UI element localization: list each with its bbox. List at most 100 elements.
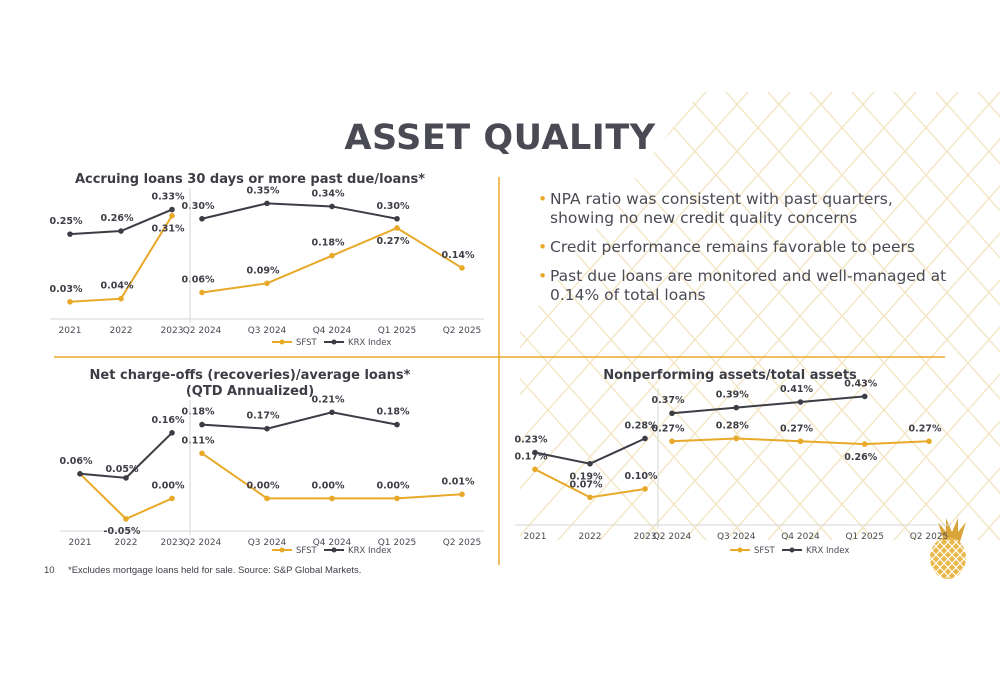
legend-label-krx: KRX Index (806, 546, 849, 556)
data-point (394, 495, 400, 502)
data-point (459, 491, 465, 498)
series-line-krx-index (534, 437, 646, 465)
data-label: 0.37% (652, 395, 685, 406)
data-label: 0.19% (570, 472, 603, 483)
data-point (199, 215, 205, 222)
data-point (532, 449, 538, 456)
x-tick-label: Q4 2024 (781, 532, 820, 542)
data-label: 0.00% (152, 480, 185, 491)
data-point (587, 494, 593, 501)
data-point (264, 495, 270, 502)
x-tick-label: Q2 2025 (443, 538, 482, 548)
x-tick-label: Q3 2024 (717, 532, 756, 542)
data-point (123, 516, 129, 522)
data-point (264, 200, 270, 207)
data-point (587, 460, 593, 467)
data-label: 0.06% (60, 456, 93, 467)
legend-label-krx: KRX Index (348, 338, 391, 348)
data-label: 0.07% (570, 479, 603, 490)
chart-subtitle-line: (QTD Annualized) (185, 384, 315, 399)
series-line-sfst (201, 452, 463, 500)
data-point (394, 421, 400, 428)
bullet-dot-icon: • (538, 238, 548, 256)
data-label: 0.09% (247, 265, 280, 276)
series-line-krx-index (201, 411, 398, 430)
data-label: -0.05% (104, 526, 141, 537)
data-point (169, 430, 175, 436)
bullet-text: NPA ratio was consistent with past quart… (550, 190, 893, 227)
data-label: 0.03% (50, 284, 83, 295)
data-label: 0.25% (50, 216, 83, 227)
data-point (264, 280, 270, 287)
footnote-text: *Excludes mortgage loans held for sale. … (68, 565, 362, 576)
lattice-line (851, 91, 1000, 259)
data-point (199, 289, 205, 296)
lattice-line (515, 91, 917, 541)
x-tick-label: 2022 (115, 538, 138, 548)
lattice-line (557, 91, 959, 541)
x-tick-label: Q2 2025 (443, 326, 482, 336)
data-label: 0.27% (652, 423, 685, 434)
lattice-line (809, 326, 1000, 541)
footnote: 10 *Excludes mortgage loans held for sale… (44, 565, 361, 576)
x-tick-label: Q1 2025 (845, 532, 884, 542)
bullet-dot-icon: • (538, 190, 548, 208)
data-label: 0.34% (312, 188, 345, 199)
x-tick-label: 2021 (524, 532, 547, 542)
lattice-line (851, 373, 1000, 541)
data-label: 0.43% (844, 378, 877, 389)
data-label: 0.18% (182, 407, 215, 418)
chart-0: 2021 2022 2023 0.03% 0.04% 0.31% 0.25% 0.26% 0.3… (50, 185, 484, 348)
data-label: 0.04% (101, 281, 134, 292)
chart-title-npa: Nonperforming assets/total assets (603, 368, 857, 383)
data-point (642, 435, 648, 442)
legend-label-sfst: SFST (296, 338, 318, 348)
data-label: 0.05% (106, 464, 139, 475)
data-label: 0.17% (515, 451, 548, 462)
pineapple-line (953, 539, 991, 579)
data-label: 0.26% (101, 213, 134, 224)
lattice-line (473, 91, 875, 541)
lattice-line (809, 91, 1000, 306)
data-label: 0.10% (625, 471, 658, 482)
data-label: 0.31% (152, 224, 185, 235)
data-point (329, 203, 335, 210)
bullet-text: Past due loans are monitored and well-ma… (550, 267, 947, 304)
x-tick-label: 2022 (579, 532, 602, 542)
data-point (669, 410, 675, 417)
lattice-line (893, 420, 1000, 541)
data-point (67, 298, 73, 305)
data-label: 0.41% (780, 384, 813, 395)
data-label: 0.39% (716, 390, 749, 401)
data-label: 0.30% (182, 201, 215, 212)
bullet-item: • Past due loans are monitored and well-m… (538, 267, 948, 305)
data-label: 0.14% (442, 250, 475, 261)
data-point (264, 425, 270, 432)
lattice-mask (0, 540, 1000, 685)
data-point (118, 295, 124, 302)
data-label: 0.27% (909, 423, 942, 434)
data-label: 0.11% (182, 435, 215, 446)
legend-label-sfst: SFST (754, 546, 776, 556)
lattice-line (767, 279, 1000, 541)
data-point (118, 228, 124, 234)
bullet-item: • Credit performance remains favorable to… (538, 238, 948, 257)
data-point (459, 265, 465, 271)
data-label: 0.30% (377, 201, 410, 212)
lattice-line (725, 232, 1000, 541)
data-label: 0.18% (312, 238, 345, 249)
data-point (329, 409, 335, 416)
data-label: 0.00% (247, 480, 280, 491)
data-point (329, 495, 335, 502)
data-label: 0.26% (844, 452, 877, 463)
x-tick-label: 2023 (634, 532, 657, 542)
data-point (797, 399, 804, 405)
pineapple-pattern (905, 539, 991, 579)
data-label: 0.33% (152, 192, 185, 203)
legend-label-sfst: SFST (296, 546, 318, 556)
data-point (394, 215, 400, 222)
data-point (329, 252, 335, 259)
data-label: 0.27% (780, 423, 813, 434)
data-label: 0.35% (247, 185, 280, 196)
data-label: 0.00% (377, 480, 410, 491)
